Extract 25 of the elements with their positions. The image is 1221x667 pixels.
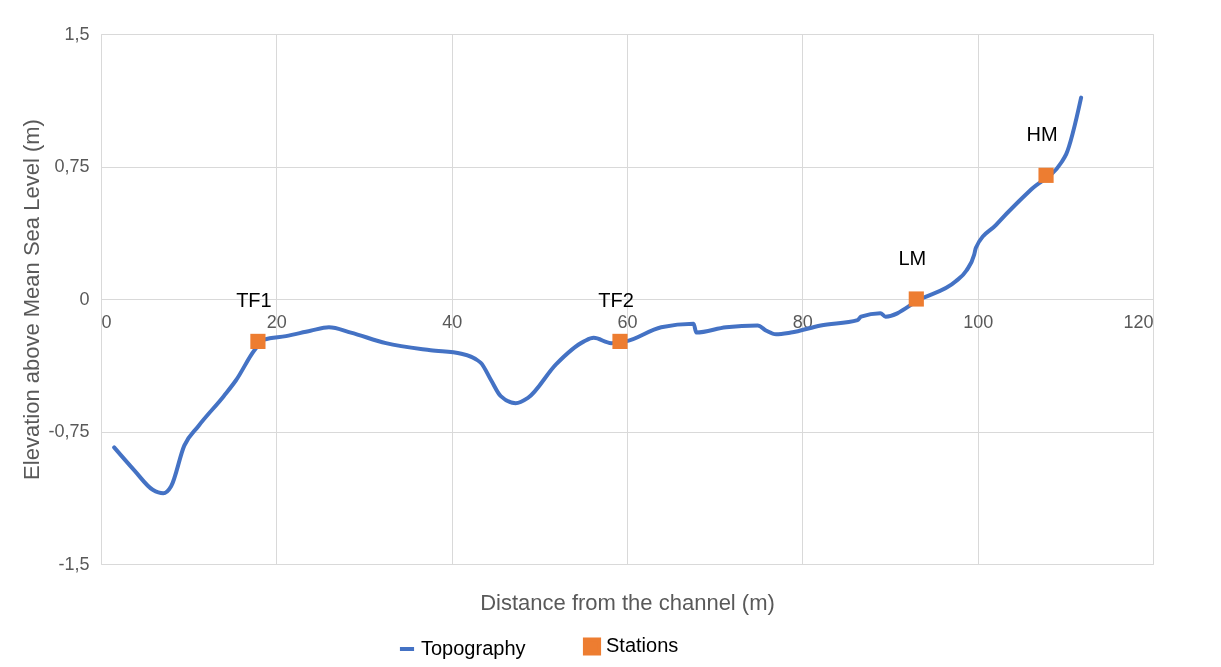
x-axis-title: Distance from the channel (m): [480, 589, 775, 615]
annotation: TF2: [598, 289, 634, 312]
y-axis-title: Elevation above Mean Sea Level (m): [19, 119, 45, 480]
x-tick-label: 120: [1123, 311, 1154, 332]
annotation: HM: [1026, 123, 1058, 146]
x-tick-label: 40: [442, 311, 463, 332]
point: [908, 291, 924, 307]
x-tick-label: 100: [963, 311, 994, 332]
x-tick-label: 60: [617, 311, 638, 332]
y-tick-label: 0: [79, 288, 90, 309]
annotation: LM: [898, 247, 927, 269]
legend-label: Stations: [606, 634, 679, 657]
point: [612, 333, 628, 349]
annotation: TF1: [236, 289, 272, 312]
y-tick-label: -0,75: [48, 421, 90, 441]
legend-label: Topography: [421, 637, 526, 659]
x-tick-label: 0: [101, 311, 112, 332]
point: [1038, 167, 1054, 183]
y-tick-label: -1,5: [58, 553, 90, 574]
x-tick-label: 80: [792, 311, 813, 332]
y-tick-label: 0,75: [54, 156, 90, 176]
x-tick-label: 20: [266, 311, 287, 332]
y-tick-label: 1,5: [64, 23, 90, 44]
line-series: [112, 95, 1084, 496]
point: [250, 333, 266, 349]
